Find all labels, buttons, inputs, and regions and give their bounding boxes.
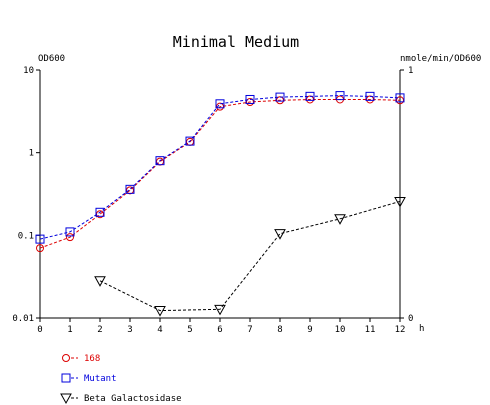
legend-marker-beta-galactosidase [60, 393, 72, 405]
left-axis-label: OD600 [38, 54, 65, 64]
series-mutant [35, 91, 405, 244]
x-axis-unit-label: h [419, 324, 424, 334]
series-layer [35, 91, 406, 317]
right-axis-label: nmole/min/OD600 [400, 54, 481, 64]
legend: 168 Mutant Beta Galactosidase [60, 354, 182, 405]
x-tick-label: 7 [247, 325, 252, 335]
series-168 [36, 95, 404, 253]
data-point-beta-galactosidase [214, 304, 226, 316]
data-point-mutant [335, 91, 345, 101]
x-tick-label: 9 [307, 325, 312, 335]
legend-item-168: 168 [62, 354, 100, 364]
data-point-mutant [65, 227, 75, 237]
data-point-mutant [365, 91, 375, 101]
data-point-168 [36, 244, 44, 253]
data-point-168 [156, 157, 164, 166]
x-tick-label: 8 [277, 325, 282, 335]
x-tick-label: 4 [157, 325, 162, 335]
x-tick-label: 3 [127, 325, 132, 335]
legend-label-beta-galactosidase: Beta Galactosidase [84, 394, 182, 404]
x-tick-label: 12 [395, 325, 406, 335]
legend-marker-168 [62, 354, 70, 362]
legend-item-mutant: Mutant [61, 373, 117, 384]
data-point-beta-galactosidase [394, 196, 406, 208]
data-point-mutant [395, 93, 405, 103]
x-tick-label: 1 [67, 325, 72, 335]
y-left-tick-label: 0.01 [12, 314, 34, 324]
y-right-tick-label: 0 [408, 314, 413, 324]
x-tick-label: 6 [217, 325, 222, 335]
data-point-mutant [35, 234, 45, 244]
series-beta-galactosidase [94, 196, 406, 317]
legend-label-168: 168 [84, 354, 100, 364]
legend-label-mutant: Mutant [84, 374, 117, 384]
data-point-beta-galactosidase [154, 306, 166, 317]
x-tick-label: 10 [335, 325, 346, 335]
legend-item-beta-galactosidase: Beta Galactosidase [60, 393, 182, 405]
chart-title: Minimal Medium [173, 33, 299, 51]
series-line-beta-galactosidase [99, 200, 401, 312]
series-line-mutant [39, 95, 401, 240]
data-point-beta-galactosidase [274, 229, 286, 240]
data-point-mutant [245, 94, 255, 104]
series-line-168 [39, 99, 401, 249]
y-right-tick-label: 1 [408, 66, 413, 76]
data-point-mutant [275, 92, 285, 102]
data-point-168 [126, 186, 134, 195]
data-point-beta-galactosidase [94, 276, 106, 287]
data-point-mutant [215, 99, 225, 109]
legend-marker-mutant [61, 373, 71, 383]
x-tick-label: 5 [187, 325, 192, 335]
data-point-mutant [125, 184, 135, 194]
data-point-168 [66, 233, 74, 242]
x-tick-label: 11 [365, 325, 376, 335]
x-tick-label: 0 [37, 325, 42, 335]
data-point-beta-galactosidase [334, 214, 346, 225]
y-left-tick-label: 10 [23, 66, 34, 76]
data-point-mutant [155, 156, 165, 166]
y-left-tick-label: 0.1 [18, 231, 34, 241]
y-left-tick-label: 1 [29, 149, 34, 159]
data-point-mutant [95, 207, 105, 217]
data-point-mutant [185, 136, 195, 146]
data-point-mutant [305, 91, 315, 101]
x-tick-label: 2 [97, 325, 102, 335]
